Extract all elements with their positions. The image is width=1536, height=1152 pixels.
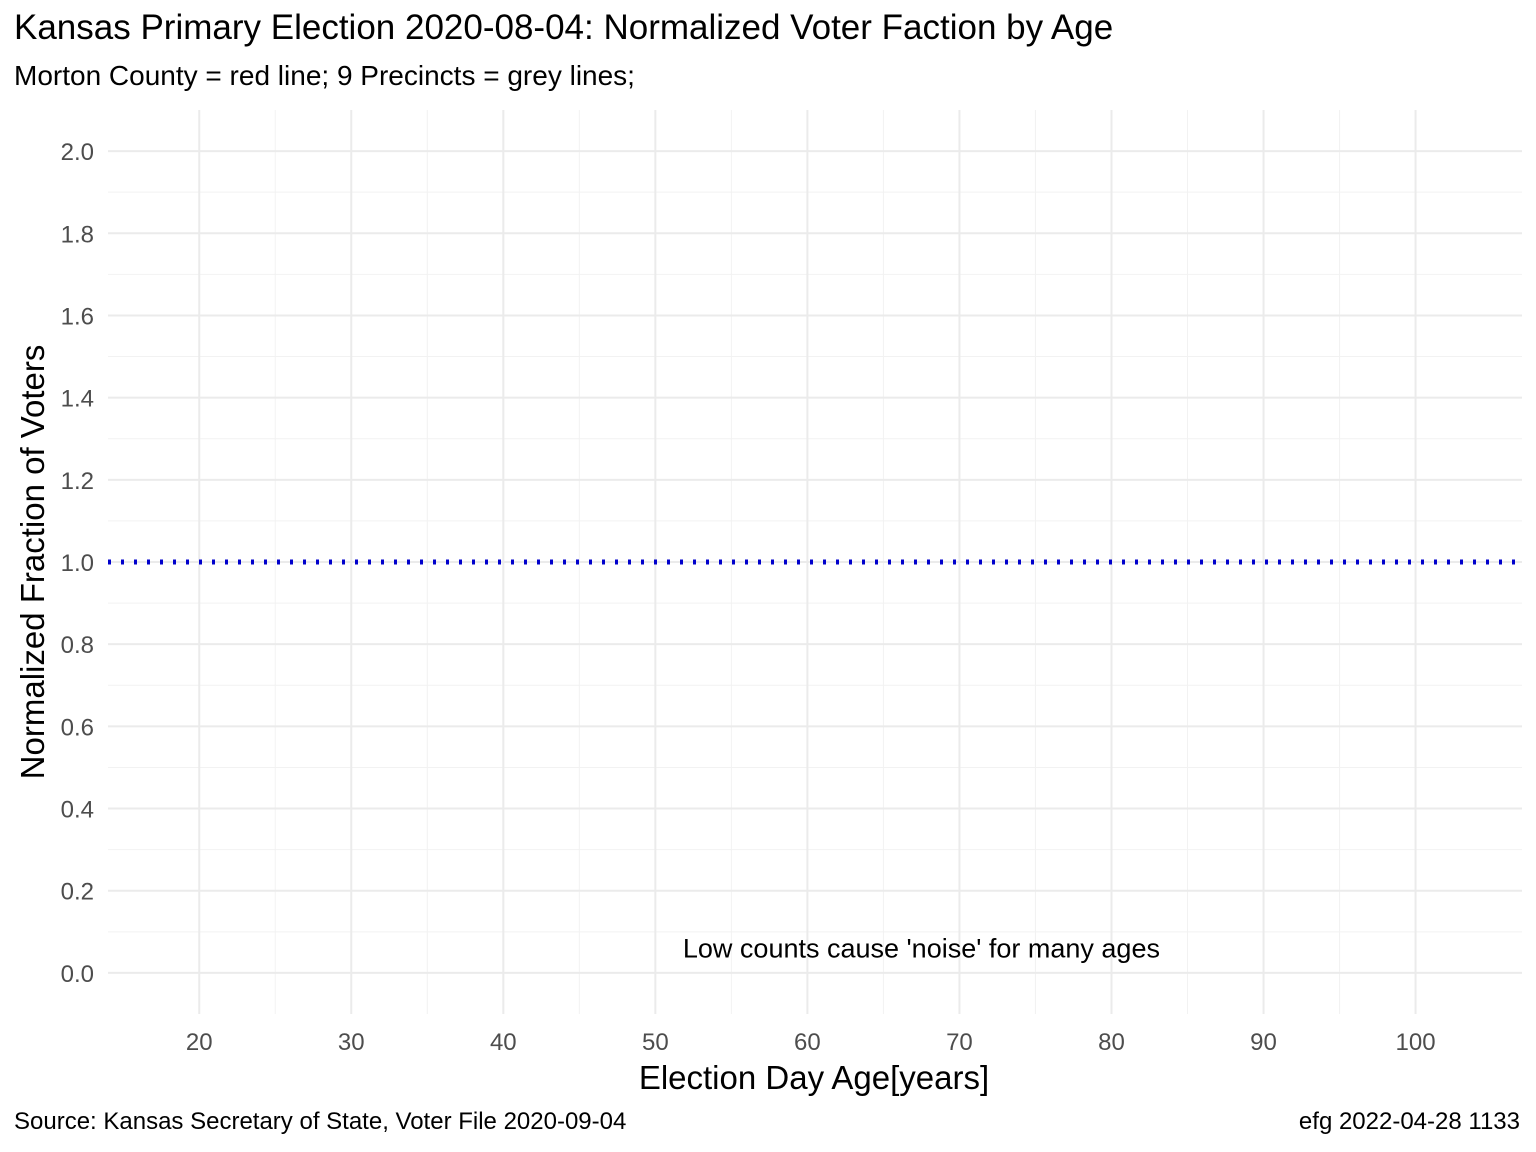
x-tick-label: 90	[1250, 1029, 1277, 1056]
x-tick-label: 40	[490, 1029, 517, 1056]
y-tick-label: 1.8	[61, 221, 94, 248]
y-tick-label: 1.2	[61, 468, 94, 495]
x-tick-label: 70	[946, 1029, 973, 1056]
y-tick-label: 0.4	[61, 797, 94, 824]
x-tick-label: 80	[1098, 1029, 1125, 1056]
source-caption: Source: Kansas Secretary of State, Voter…	[14, 1108, 627, 1135]
chart-title: Kansas Primary Election 2020-08-04: Norm…	[14, 8, 1114, 47]
x-tick-label: 100	[1396, 1029, 1436, 1056]
x-tick-label: 30	[338, 1029, 365, 1056]
x-tick-label: 60	[794, 1029, 821, 1056]
y-tick-label: 2.0	[61, 139, 94, 166]
x-tick-labels: 20 30 40 50 60 70 80 90 100	[186, 1029, 1436, 1056]
grid-major	[108, 110, 1522, 1014]
y-tick-label: 0.0	[61, 961, 94, 988]
x-tick-label: 50	[642, 1029, 669, 1056]
y-tick-label: 1.6	[61, 303, 94, 330]
x-tick-label: 20	[186, 1029, 213, 1056]
annotation-text: Low counts cause 'noise' for many ages	[683, 933, 1160, 963]
chart-subtitle: Morton County = red line; 9 Precincts = …	[14, 60, 635, 91]
y-tick-label: 0.2	[61, 879, 94, 906]
y-tick-labels: 0.0 0.2 0.4 0.6 0.8 1.0 1.2 1.4 1.6 1.8 2.0	[61, 139, 94, 988]
x-axis-title: Election Day Age[years]	[639, 1059, 989, 1096]
y-tick-label: 1.4	[61, 386, 94, 413]
y-tick-label: 0.8	[61, 632, 94, 659]
y-tick-label: 0.6	[61, 714, 94, 741]
y-axis-title: Normalized Fraction of Voters	[14, 345, 51, 780]
author-caption: efg 2022-04-28 1133	[1298, 1108, 1520, 1135]
y-tick-label: 1.0	[61, 550, 94, 577]
